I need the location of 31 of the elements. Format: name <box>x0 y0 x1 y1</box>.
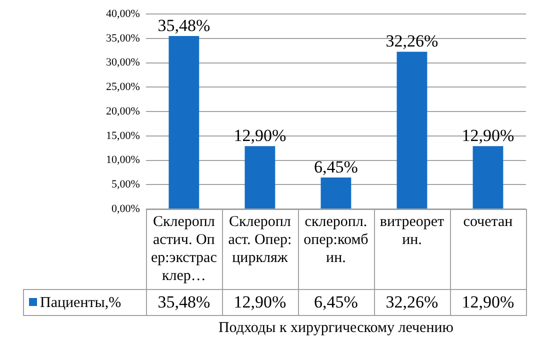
y-tick-label: 30,00% <box>106 56 140 69</box>
y-tick-label: 25,00% <box>106 81 140 94</box>
text: 6,45% <box>314 158 358 177</box>
y-tick-label: 35,00% <box>106 32 140 44</box>
data-label: 35,48% <box>158 292 210 312</box>
x-tick-label: сочетан <box>463 214 513 230</box>
x-tick-label: склеропл.опер:комбин. <box>304 214 369 266</box>
y-tick-label: 40,00% <box>106 8 140 20</box>
y-tick-label: 5,00% <box>111 178 140 191</box>
data-label: 12,90% <box>234 292 286 312</box>
legend-label: Пациенты,% <box>40 294 122 311</box>
bar <box>244 146 276 208</box>
x-tick-label: Склеропласт. Опер:циркляж <box>228 214 292 266</box>
data-label: 6,45% <box>314 292 358 312</box>
y-tick-label: 20,00% <box>106 105 140 118</box>
x-tick-label: Склеропластич. Опер:экстрасклер… <box>150 214 218 284</box>
bar <box>168 36 200 208</box>
y-tick-label: 10,00% <box>106 154 140 166</box>
bar <box>320 178 352 208</box>
data-label: 12,90% <box>462 292 514 312</box>
bar <box>472 146 504 208</box>
y-tick-label: 0,00% <box>111 202 140 215</box>
data-label: 32,26% <box>386 292 438 312</box>
x-tick-label: витреоретин. <box>380 214 445 248</box>
y-tick-label: 15,00% <box>106 130 140 142</box>
bar <box>396 52 428 208</box>
text: 35,48% <box>158 16 210 36</box>
text: 12,90% <box>462 126 514 146</box>
text: 12,90% <box>234 126 286 146</box>
x-axis-title: Подходы к хирургическому лечению <box>218 320 454 336</box>
text: 32,26% <box>386 32 438 51</box>
